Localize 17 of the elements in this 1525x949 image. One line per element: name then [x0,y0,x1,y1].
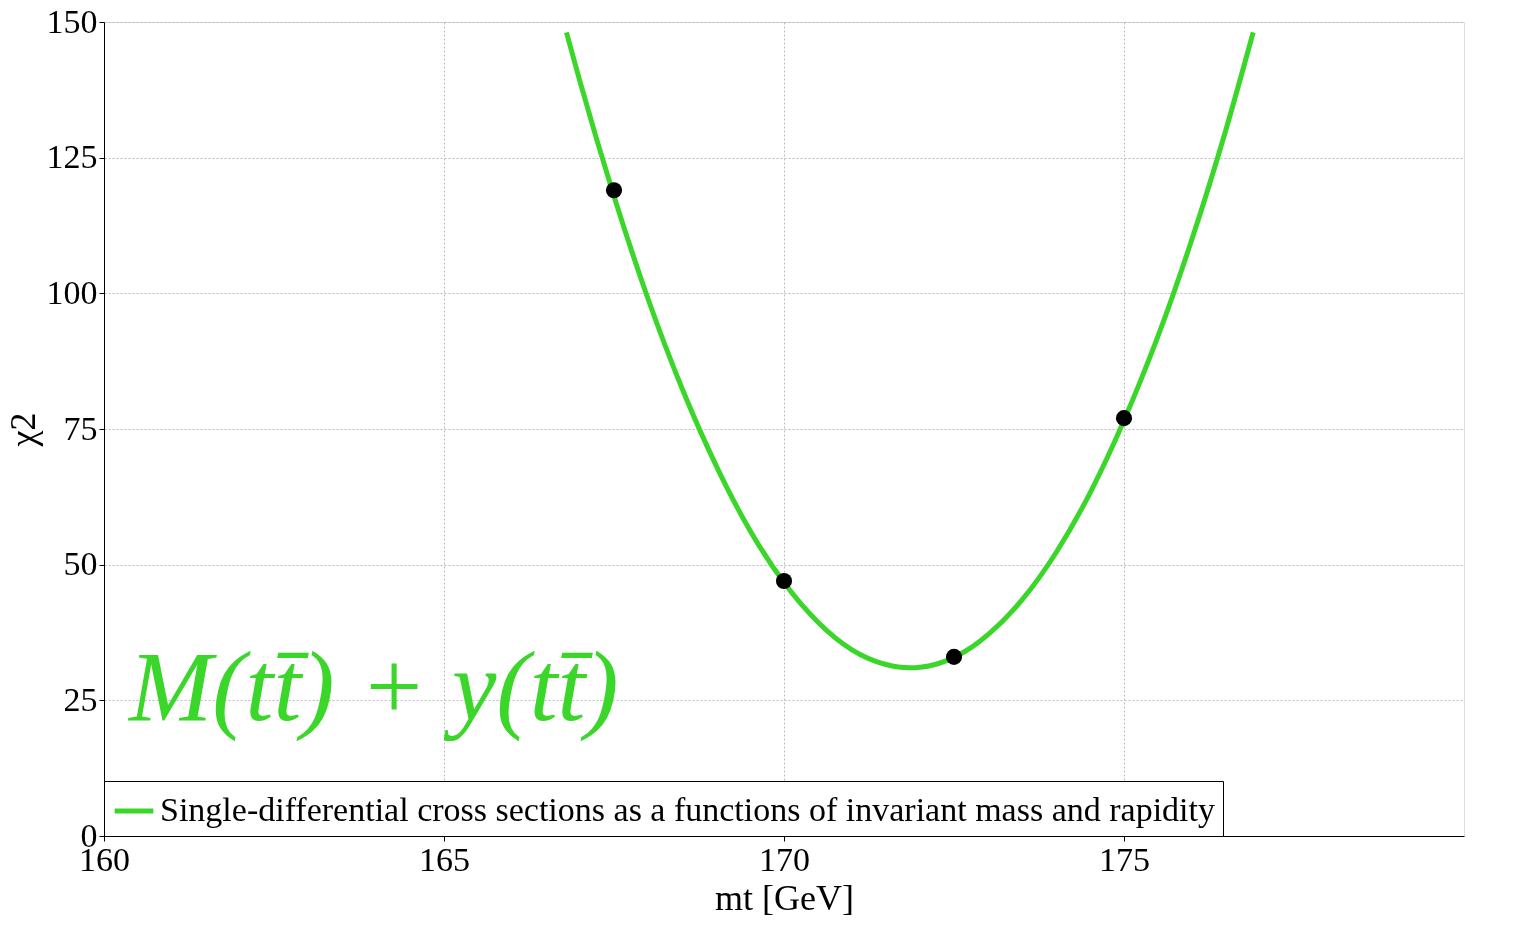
y-tick-label: 50 [63,545,98,583]
x-tick-label: 175 [1099,840,1150,878]
y-tick-label: 100 [46,273,98,311]
y-axis-title: χ2 [2,412,43,448]
annotation: M(tt̄) + y(tt̄) [127,631,619,742]
x-axis-title: mt [GeV] [715,877,854,918]
point [605,182,623,199]
y-tick-label: 75 [63,409,98,447]
legend-label: Single-differential cross sections as a functions of invariant mass and rapidity [160,791,1215,828]
x-tick-label: 165 [419,840,470,878]
y-tick-label: 150 [46,2,98,40]
y-tick-label: 25 [63,680,98,718]
point [945,648,963,665]
x-tick-label: 170 [759,840,810,878]
y-tick-label: 125 [46,138,98,176]
point [775,572,793,589]
point [1115,410,1133,427]
